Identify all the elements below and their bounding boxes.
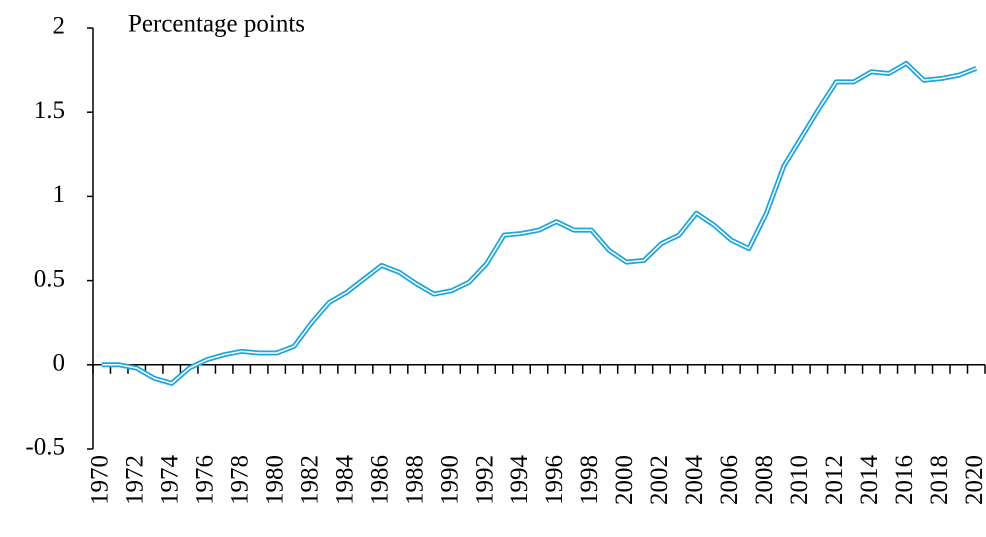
y-tick-label: -0.5 <box>25 434 65 461</box>
x-tick-label: 1976 <box>191 455 218 505</box>
x-tick-label: 1984 <box>331 455 358 506</box>
x-tick-label: 1986 <box>366 455 393 505</box>
x-tick-label: 1978 <box>226 455 253 505</box>
x-tick-label: 1998 <box>576 455 603 505</box>
y-tick-label: 0.5 <box>34 265 65 292</box>
x-tick-label: 1994 <box>506 455 533 506</box>
x-tick-label: 1988 <box>401 455 428 505</box>
x-tick-label: 2004 <box>681 455 708 506</box>
line-inner <box>101 62 977 385</box>
y-tick-label: 2 <box>53 13 66 40</box>
line <box>101 60 978 386</box>
x-tick-label: 1970 <box>86 455 113 505</box>
x-tick-label: 1990 <box>436 455 463 505</box>
x-tick-label: 1980 <box>261 455 288 505</box>
x-tick-label: 2012 <box>821 455 848 505</box>
chart-title: Percentage points <box>128 11 305 38</box>
x-tick-label: 1996 <box>541 455 568 505</box>
y-tick-label: 0 <box>53 350 66 377</box>
y-tick-label: 1.5 <box>34 97 65 124</box>
x-tick-label: 1974 <box>156 455 183 506</box>
x-tick-label: 2000 <box>611 455 638 505</box>
x-tick-label: 2014 <box>856 455 883 506</box>
x-tick-label: 1992 <box>471 455 498 505</box>
x-tick-label: 1972 <box>121 455 148 505</box>
x-tick-label: 1982 <box>296 455 323 505</box>
x-tick-label: 2010 <box>786 455 813 505</box>
x-tick-label: 2018 <box>926 455 953 505</box>
x-tick-label: 2020 <box>961 455 986 505</box>
x-tick-label: 2008 <box>751 455 778 505</box>
x-tick-label: 2016 <box>891 455 918 505</box>
x-tick-label: 2006 <box>716 455 743 505</box>
y-tick-label: 1 <box>53 181 66 208</box>
x-tick-label: 2002 <box>646 455 673 505</box>
